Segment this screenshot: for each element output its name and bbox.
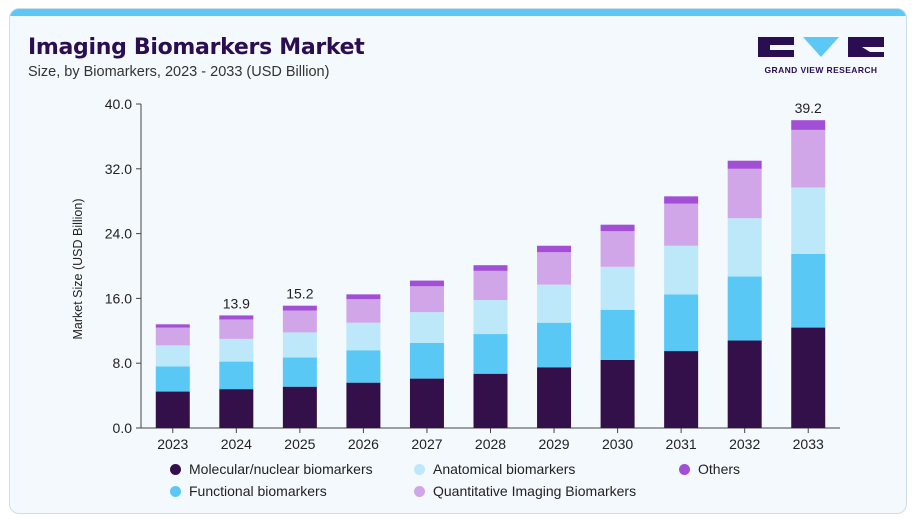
bar-molecular-nuclear-biomarkers-2032 xyxy=(727,340,762,428)
bar-quantitative-imaging-biomarkers-2028 xyxy=(473,270,508,301)
logo-text: GRAND VIEW RESEARCH xyxy=(764,65,878,75)
bar-quantitative-imaging-biomarkers-2033 xyxy=(791,129,826,188)
x-tick-label: 2026 xyxy=(348,436,379,452)
bar-others-2027 xyxy=(409,280,444,287)
bar-functional-biomarkers-2023 xyxy=(155,366,190,392)
bar-others-2028 xyxy=(473,265,508,271)
bar-quantitative-imaging-biomarkers-2025 xyxy=(282,310,317,333)
legend-label: Molecular/nuclear biomarkers xyxy=(189,461,373,477)
bar-molecular-nuclear-biomarkers-2033 xyxy=(791,327,826,428)
legend-label: Functional biomarkers xyxy=(189,483,327,499)
bar-others-2025 xyxy=(282,305,317,311)
data-label-2025: 15.2 xyxy=(286,286,313,302)
bar-others-2030 xyxy=(600,224,635,232)
bar-others-2029 xyxy=(537,245,572,253)
bar-anatomical-biomarkers-2030 xyxy=(600,266,635,310)
bar-anatomical-biomarkers-2023 xyxy=(155,345,190,367)
data-label-2024: 13.9 xyxy=(223,295,250,311)
bar-anatomical-biomarkers-2033 xyxy=(791,187,826,254)
y-tick-label: 16.0 xyxy=(105,290,132,306)
bar-others-2024 xyxy=(219,315,254,320)
grand-view-research-logo: GRAND VIEW RESEARCH xyxy=(758,35,884,85)
chart-title: Imaging Biomarkers Market xyxy=(28,35,365,60)
bar-functional-biomarkers-2029 xyxy=(537,322,572,368)
chart-card: Imaging Biomarkers Market Size, by Bioma… xyxy=(9,8,907,514)
bar-molecular-nuclear-biomarkers-2025 xyxy=(282,386,317,428)
bar-quantitative-imaging-biomarkers-2029 xyxy=(537,252,572,285)
bar-functional-biomarkers-2024 xyxy=(219,361,254,390)
legend-item-quantitative-imaging-biomarkers: Quantitative Imaging Biomarkers xyxy=(414,483,636,499)
y-tick-label: 32.0 xyxy=(105,161,132,177)
bar-functional-biomarkers-2028 xyxy=(473,334,508,374)
bar-molecular-nuclear-biomarkers-2027 xyxy=(409,378,444,428)
y-tick-label: 8.0 xyxy=(113,355,133,371)
bar-others-2032 xyxy=(727,160,762,169)
x-tick-label: 2028 xyxy=(475,436,506,452)
bar-molecular-nuclear-biomarkers-2026 xyxy=(346,382,381,428)
bar-quantitative-imaging-biomarkers-2027 xyxy=(409,286,444,313)
legend-label: Anatomical biomarkers xyxy=(433,461,576,477)
legend-swatch xyxy=(170,463,181,475)
logo-mark-icon xyxy=(758,37,884,57)
accent-bar xyxy=(10,9,906,16)
legend-swatch xyxy=(414,463,425,475)
y-axis-label: Market Size (USD Billion) xyxy=(71,198,85,339)
bar-anatomical-biomarkers-2032 xyxy=(727,218,762,277)
bar-quantitative-imaging-biomarkers-2023 xyxy=(155,327,190,346)
x-tick-label: 2023 xyxy=(157,436,188,452)
legend-swatch xyxy=(679,463,690,475)
bar-anatomical-biomarkers-2031 xyxy=(664,245,699,295)
bar-others-2033 xyxy=(791,120,826,130)
y-tick-label: 24.0 xyxy=(105,226,132,242)
bar-quantitative-imaging-biomarkers-2030 xyxy=(600,231,635,267)
bar-quantitative-imaging-biomarkers-2032 xyxy=(727,168,762,219)
stacked-bar-chart: 0.0 8.0 16.0 24.0 32.0 40.0 Market Size (USD B… xyxy=(71,96,840,452)
y-tick-label: 40.0 xyxy=(105,96,132,112)
x-tick-label: 2031 xyxy=(666,436,697,452)
x-tick-label: 2030 xyxy=(602,436,633,452)
bar-anatomical-biomarkers-2026 xyxy=(346,322,381,351)
bar-anatomical-biomarkers-2028 xyxy=(473,300,508,335)
bar-quantitative-imaging-biomarkers-2024 xyxy=(219,319,254,339)
bar-molecular-nuclear-biomarkers-2030 xyxy=(600,359,635,428)
bar-others-2026 xyxy=(346,294,381,300)
bar-molecular-nuclear-biomarkers-2023 xyxy=(155,391,190,428)
bar-others-2023 xyxy=(155,324,190,328)
legend-item-anatomical-biomarkers: Anatomical biomarkers xyxy=(414,461,575,477)
bar-anatomical-biomarkers-2025 xyxy=(282,332,317,358)
bar-functional-biomarkers-2033 xyxy=(791,253,826,328)
legend-label: Others xyxy=(698,461,741,477)
x-tick-label: 2025 xyxy=(284,436,315,452)
bar-functional-biomarkers-2030 xyxy=(600,309,635,360)
bar-molecular-nuclear-biomarkers-2029 xyxy=(537,367,572,428)
data-label-2033: 39.2 xyxy=(795,100,822,116)
bar-quantitative-imaging-biomarkers-2026 xyxy=(346,299,381,323)
bar-anatomical-biomarkers-2029 xyxy=(537,284,572,323)
bar-molecular-nuclear-biomarkers-2028 xyxy=(473,373,508,428)
chart-subtitle: Size, by Biomarkers, 2023 - 2033 (USD Bi… xyxy=(28,64,330,80)
bar-others-2031 xyxy=(664,196,699,204)
legend-item-others: Others xyxy=(679,461,740,477)
y-tick-label: 0.0 xyxy=(113,420,133,436)
bar-anatomical-biomarkers-2024 xyxy=(219,338,254,362)
x-tick-label: 2024 xyxy=(221,436,252,452)
bar-functional-biomarkers-2031 xyxy=(664,294,699,352)
x-tick-label: 2027 xyxy=(411,436,442,452)
legend-item-functional-biomarkers: Functional biomarkers xyxy=(170,483,327,499)
legend-swatch xyxy=(414,485,425,497)
bar-functional-biomarkers-2026 xyxy=(346,350,381,383)
bar-functional-biomarkers-2027 xyxy=(409,342,444,379)
bar-quantitative-imaging-biomarkers-2031 xyxy=(664,203,699,246)
legend-swatch xyxy=(170,485,181,497)
x-tick-label: 2033 xyxy=(793,436,824,452)
bar-anatomical-biomarkers-2027 xyxy=(409,312,444,343)
legend-label: Quantitative Imaging Biomarkers xyxy=(433,483,637,499)
x-tick-label: 2032 xyxy=(729,436,760,452)
bar-molecular-nuclear-biomarkers-2024 xyxy=(219,389,254,428)
bar-functional-biomarkers-2032 xyxy=(727,276,762,341)
bar-functional-biomarkers-2025 xyxy=(282,357,317,387)
bar-molecular-nuclear-biomarkers-2031 xyxy=(664,351,699,428)
legend-item-molecular-nuclear-biomarkers: Molecular/nuclear biomarkers xyxy=(170,461,373,477)
x-tick-label: 2029 xyxy=(538,436,569,452)
